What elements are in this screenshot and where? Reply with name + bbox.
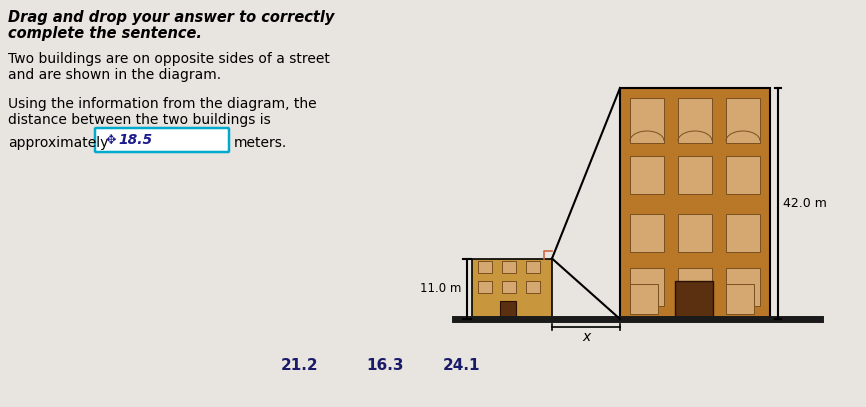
Bar [502, 280, 516, 293]
Bar [675, 281, 713, 319]
Bar [726, 156, 760, 194]
Text: 21.2: 21.2 [281, 358, 319, 373]
Bar [678, 98, 712, 143]
Bar [502, 260, 516, 273]
Text: Drag and drop your answer to correctly: Drag and drop your answer to correctly [8, 10, 334, 25]
Bar [526, 260, 540, 273]
Bar [472, 258, 552, 319]
Bar [526, 280, 540, 293]
Bar [620, 88, 770, 319]
Bar [726, 284, 754, 314]
Bar [678, 156, 712, 194]
Bar [630, 284, 658, 314]
Bar [500, 301, 516, 319]
Bar [478, 260, 492, 273]
Text: Using the information from the diagram, the: Using the information from the diagram, … [8, 97, 317, 111]
Bar [726, 98, 760, 143]
Bar [726, 268, 760, 306]
Bar [478, 280, 492, 293]
Bar [726, 214, 760, 252]
Text: distance between the two buildings is: distance between the two buildings is [8, 113, 271, 127]
Bar [678, 214, 712, 252]
Text: approximately: approximately [8, 136, 108, 150]
Bar [678, 268, 712, 306]
Text: ✥: ✥ [105, 133, 115, 147]
Text: 24.1: 24.1 [443, 358, 481, 373]
Bar [630, 214, 664, 252]
Text: meters.: meters. [234, 136, 288, 150]
Bar [630, 156, 664, 194]
Text: x: x [582, 330, 590, 344]
Text: 18.5: 18.5 [118, 133, 152, 147]
Text: 16.3: 16.3 [366, 358, 404, 373]
Text: 11.0 m: 11.0 m [420, 282, 461, 295]
Text: complete the sentence.: complete the sentence. [8, 26, 202, 41]
Text: and are shown in the diagram.: and are shown in the diagram. [8, 68, 221, 82]
FancyBboxPatch shape [95, 128, 229, 152]
Bar [630, 268, 664, 306]
Bar [630, 98, 664, 143]
Text: 42.0 m: 42.0 m [783, 197, 827, 210]
Text: Two buildings are on opposite sides of a street: Two buildings are on opposite sides of a… [8, 52, 330, 66]
